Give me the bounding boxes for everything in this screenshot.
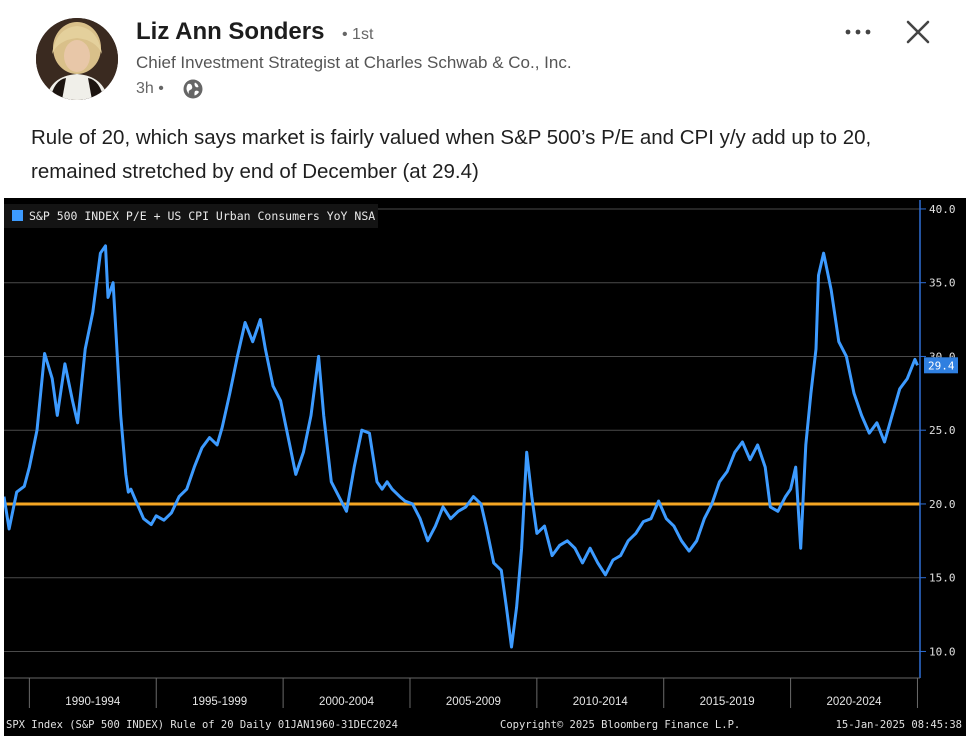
series-layer <box>4 244 919 649</box>
y-tick-label: 40.0 <box>929 203 956 216</box>
footer-timestamp: 15-Jan-2025 08:45:38 <box>836 719 962 731</box>
legend: S&P 500 INDEX P/E + US CPI Urban Consume… <box>4 204 378 228</box>
last-value-marker: 29.4 <box>924 357 958 374</box>
close-icon <box>906 20 930 44</box>
y-axis: 10.015.020.025.030.035.040.029.4 <box>919 200 958 678</box>
footer-source: SPX Index (S&P 500 INDEX) Rule of 20 Dai… <box>6 719 398 731</box>
y-tick-label: 35.0 <box>929 277 956 290</box>
author-headline: Chief Investment Strategist at Charles S… <box>136 53 572 72</box>
y-tick-label: 25.0 <box>929 424 956 437</box>
chart-image[interactable]: 10.0 15.0 20.0 25.0 30.0 35.0 40.0 29.4 1990-19… <box>4 198 966 736</box>
post-text: Rule of 20, which says market is fairly … <box>31 126 872 183</box>
more-options-button[interactable] <box>840 14 876 50</box>
y-tick-label: 20.0 <box>929 498 956 511</box>
x-period-label: 2015-2019 <box>700 696 755 708</box>
rule-of-20-chart: 10.015.020.025.030.035.040.029.4 1990-19… <box>4 200 966 736</box>
avatar-image <box>36 18 118 100</box>
connection-degree: • 1st <box>342 26 374 43</box>
legend-swatch <box>12 210 23 221</box>
last-value-label: 29.4 <box>928 359 955 372</box>
legend-box <box>4 204 378 228</box>
post-header: Liz Ann Sonders • 1st Chief Investment S… <box>0 0 966 110</box>
y-tick-label: 10.0 <box>929 645 956 658</box>
x-period-label: 2010-2014 <box>573 696 629 708</box>
y-tick-label: 15.0 <box>929 572 956 585</box>
x-period-label: 2020-2024 <box>827 696 883 708</box>
last-value-box <box>924 357 958 374</box>
x-period-label: 2000-2004 <box>319 696 375 708</box>
close-button[interactable] <box>900 14 936 50</box>
globe-icon <box>183 79 203 99</box>
grid-lines <box>4 208 920 652</box>
legend-label: S&P 500 INDEX P/E + US CPI Urban Consume… <box>29 209 375 223</box>
x-period-label: 1990-1994 <box>65 696 121 708</box>
x-period-label: 1995-1999 <box>192 696 247 708</box>
footer-copyright: Copyright© 2025 Bloomberg Finance L.P. <box>500 719 740 731</box>
avatar[interactable] <box>36 18 118 100</box>
series-line <box>4 244 919 649</box>
chart-footer: SPX Index (S&P 500 INDEX) Rule of 20 Dai… <box>4 716 966 736</box>
x-period-label: 2005-2009 <box>446 696 501 708</box>
x-axis: 1990-1994 1995-1999 2000-2004 2005-2009 2010… <box>4 677 920 708</box>
post-timestamp: 3h • <box>136 80 164 97</box>
author-name[interactable]: Liz Ann Sonders <box>136 18 325 45</box>
ellipsis-icon <box>845 29 871 35</box>
